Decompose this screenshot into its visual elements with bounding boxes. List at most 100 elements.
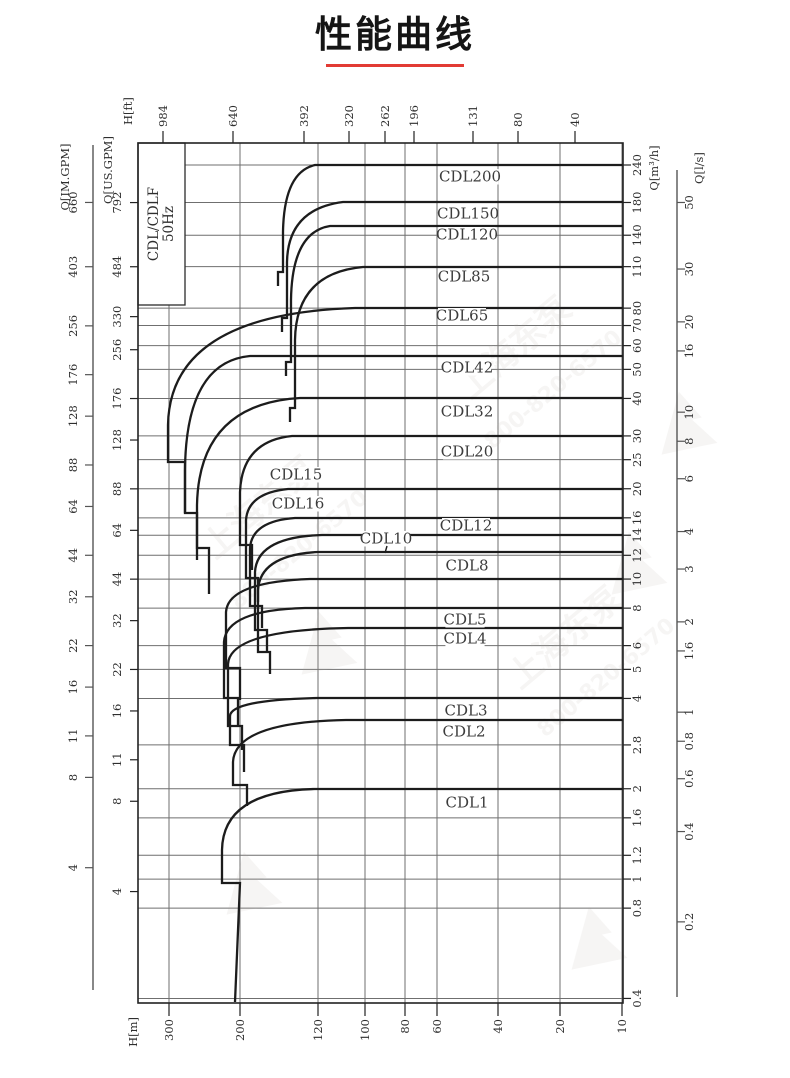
pump-curve-CDL16 [248,516,623,628]
m3h-tick-label: 25 [630,452,644,467]
chart-svg: 上海东泵800-820-6570上海东泵800-820-6570上海东泵800-… [58,97,718,1047]
top-tick-label: 320 [342,105,356,127]
curve-label-bg-CDL42 [443,360,491,376]
curve-label-CDL4: CDL4 [443,630,486,648]
curve-label-bg-CDL12 [442,518,490,534]
ls-tick-label: 8 [682,438,696,445]
bottom-tick-label: 200 [233,1019,247,1041]
top-tick-label: 80 [511,112,525,127]
bottom-tick-label: 60 [430,1019,444,1034]
us-gpm-tick-label: 330 [110,306,124,328]
im-gpm-tick-label: 88 [66,458,80,473]
m3h-tick-label: 10 [630,572,644,587]
im-gpm-tick-label: 660 [66,191,80,213]
curve-label-bg-CDL150 [439,206,497,222]
pump-curve-CDL200 [276,163,623,286]
pump-curve-CDL5 [222,606,623,726]
m3h-tick-label: 4 [630,695,644,702]
m3h-tick-label: 2 [630,785,644,792]
ls-tick-label: 1.6 [682,642,696,660]
pump-curve-CDL4 [226,626,623,750]
pump-curve-CDL2 [231,718,623,806]
im-gpm-tick-label: 22 [66,638,80,653]
us-gpm-tick-label: 32 [110,613,124,628]
m3h-tick-label: 1 [630,875,644,882]
curve-label-CDL15: CDL15 [270,466,323,484]
im-gpm-tick-label: 8 [66,774,80,781]
top-tick-label: 640 [226,105,240,127]
curve-label-bg-CDL2 [444,724,484,740]
us-gpm-tick-label: 792 [110,192,124,214]
watermark-logo [571,906,628,970]
title-block: 性能曲线 [0,0,790,67]
pump-curve-CDL42 [183,354,623,560]
curve-label-CDL10: CDL10 [360,530,413,548]
curve-label-bg-CDL32 [443,404,491,420]
ls-tick-label: 1 [682,709,696,716]
curve-label-bg-CDL200 [441,169,499,185]
us-gpm-tick-label: 176 [110,388,124,410]
m3h-tick-label: 6 [630,642,644,649]
m3h-tick-label: 12 [630,548,644,563]
top-tick-label: 392 [297,105,311,127]
pump-curve-CDL15 [244,487,623,602]
bottom-tick-label: 20 [553,1019,567,1034]
m3h-tick-label: 2.8 [630,736,644,754]
m3h-tick-label: 16 [630,511,644,526]
pump-curve-CDL8 [224,577,623,700]
ls-tick-label: 0.4 [682,822,696,840]
im-gpm-tick-label: 64 [66,499,80,514]
ls-tick-label: 0.6 [682,770,696,788]
ls-tick-label: 10 [682,405,696,420]
bottom-tick-label: 300 [162,1019,176,1041]
m3h-tick-label: 1.2 [630,846,644,864]
m3h-tick-label: 60 [630,338,644,353]
curve-label-bg-CDL85 [440,269,488,285]
im-gpm-tick-label: 4 [66,864,80,871]
ls-tick-label: 2 [682,618,696,625]
page-title: 性能曲线 [315,13,475,56]
us-gpm-tick-label: 256 [110,339,124,361]
im-gpm-tick-label: 32 [66,589,80,604]
us-gpm-tick-label: 8 [110,798,124,805]
im-gpm-tick-label: 44 [66,548,80,563]
us-gpm-tick-label: 16 [110,704,124,719]
m3h-tick-label: 14 [630,528,644,543]
m3h-tick-label: 8 [630,604,644,611]
pump-curve-CDL150 [280,200,623,332]
ls-tick-label: 16 [682,344,696,359]
pump-curve-CDL12 [253,533,623,652]
ls-axis-title: Q[l/s] [692,152,706,184]
m3h-tick-label: 140 [630,224,644,246]
m3h-tick-label: 110 [630,256,644,278]
m3h-tick-label: 0.8 [630,899,644,917]
m3h-tick-label: 80 [630,301,644,316]
ls-tick-label: 4 [682,528,696,535]
curve-label-bg-CDL120 [438,227,496,243]
curve-label-CDL12: CDL12 [440,517,493,535]
us-gpm-tick-label: 4 [110,888,124,895]
bottom-tick-label: 40 [491,1019,505,1034]
curve-label-bg-CDL5 [445,612,485,628]
curve-label-CDL1: CDL1 [445,794,488,812]
bottom-tick-label: 10 [615,1019,629,1034]
chart-title-box [137,142,186,306]
m3h-tick-label: 30 [630,429,644,444]
watermark-logo [301,611,358,675]
m3h-tick-label: 180 [630,192,644,214]
curve-label-bg-CDL15 [272,467,320,483]
curve-label-CDL3: CDL3 [444,702,487,720]
us-gpm-axis-title: Q[US.GPM] [101,136,115,204]
im-gpm-tick-label: 403 [66,256,80,278]
curve-label-bg-CDL8 [447,558,487,574]
im-gpm-axis-title: Q[IM.GPM] [58,143,72,210]
curve-label-bg-CDL4 [445,631,485,647]
im-gpm-tick-label: 176 [66,364,80,386]
watermark-logo [661,391,718,455]
m3h-tick-label: 240 [630,154,644,176]
curve-label-CDL20: CDL20 [441,443,494,461]
top-tick-label: 196 [407,105,421,127]
im-gpm-tick-label: 256 [66,315,80,337]
pump-curve-CDL32 [195,396,623,594]
